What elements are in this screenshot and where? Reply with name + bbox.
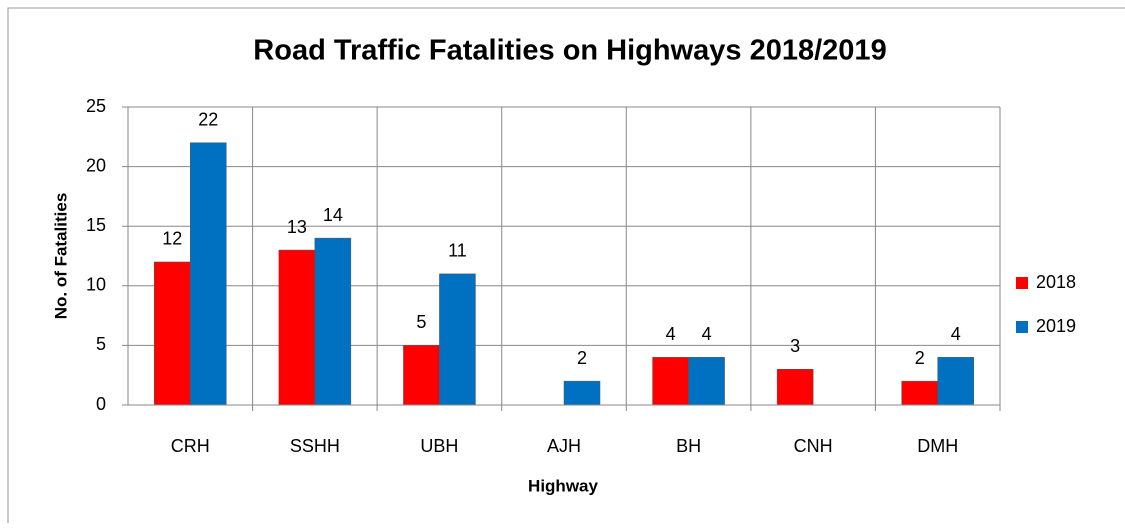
x-tick-label: UBH xyxy=(420,436,458,456)
data-label: 4 xyxy=(666,324,676,344)
bar xyxy=(190,142,227,406)
bar xyxy=(563,380,601,406)
bar xyxy=(403,345,440,406)
x-tick-label: CRH xyxy=(171,436,210,456)
legend-label: 2018 xyxy=(1036,272,1076,292)
bar xyxy=(937,357,974,406)
y-axis-title: No. of Fatalities xyxy=(51,193,70,320)
data-label: 11 xyxy=(448,241,467,261)
bar xyxy=(439,273,476,406)
legend-label: 2019 xyxy=(1036,316,1076,336)
x-tick-label: CNH xyxy=(794,436,833,456)
y-tick-label: 20 xyxy=(86,155,106,175)
x-axis-title: Highway xyxy=(528,476,598,495)
x-tick-label: DMH xyxy=(917,436,958,456)
x-tick-label: SSHH xyxy=(290,436,340,456)
bar xyxy=(652,357,689,406)
bar xyxy=(278,249,316,406)
x-tick-label: AJH xyxy=(547,436,581,456)
data-label: 12 xyxy=(162,229,182,249)
data-label: 2 xyxy=(915,348,925,368)
bar xyxy=(154,261,191,406)
y-tick-label: 25 xyxy=(86,96,106,116)
data-label: 22 xyxy=(198,110,218,130)
y-tick-label: 0 xyxy=(96,394,106,414)
y-tick-label: 5 xyxy=(96,334,106,354)
bar xyxy=(314,237,352,406)
data-label: 3 xyxy=(790,336,800,356)
data-label: 2 xyxy=(577,348,587,368)
legend-swatch xyxy=(1016,277,1028,289)
x-tick-label: BH xyxy=(676,436,701,456)
y-tick-label: 10 xyxy=(86,275,106,295)
bar xyxy=(688,357,725,406)
chart-title: Road Traffic Fatalities on Highways 2018… xyxy=(253,35,886,67)
y-tick-label: 15 xyxy=(86,215,106,235)
data-label: 4 xyxy=(702,324,712,344)
legend-swatch xyxy=(1016,321,1028,333)
bar xyxy=(901,380,938,406)
data-label: 14 xyxy=(323,205,343,225)
data-label: 13 xyxy=(287,217,307,237)
data-label: 4 xyxy=(951,324,961,344)
bar xyxy=(776,368,814,406)
data-label: 5 xyxy=(416,312,426,332)
